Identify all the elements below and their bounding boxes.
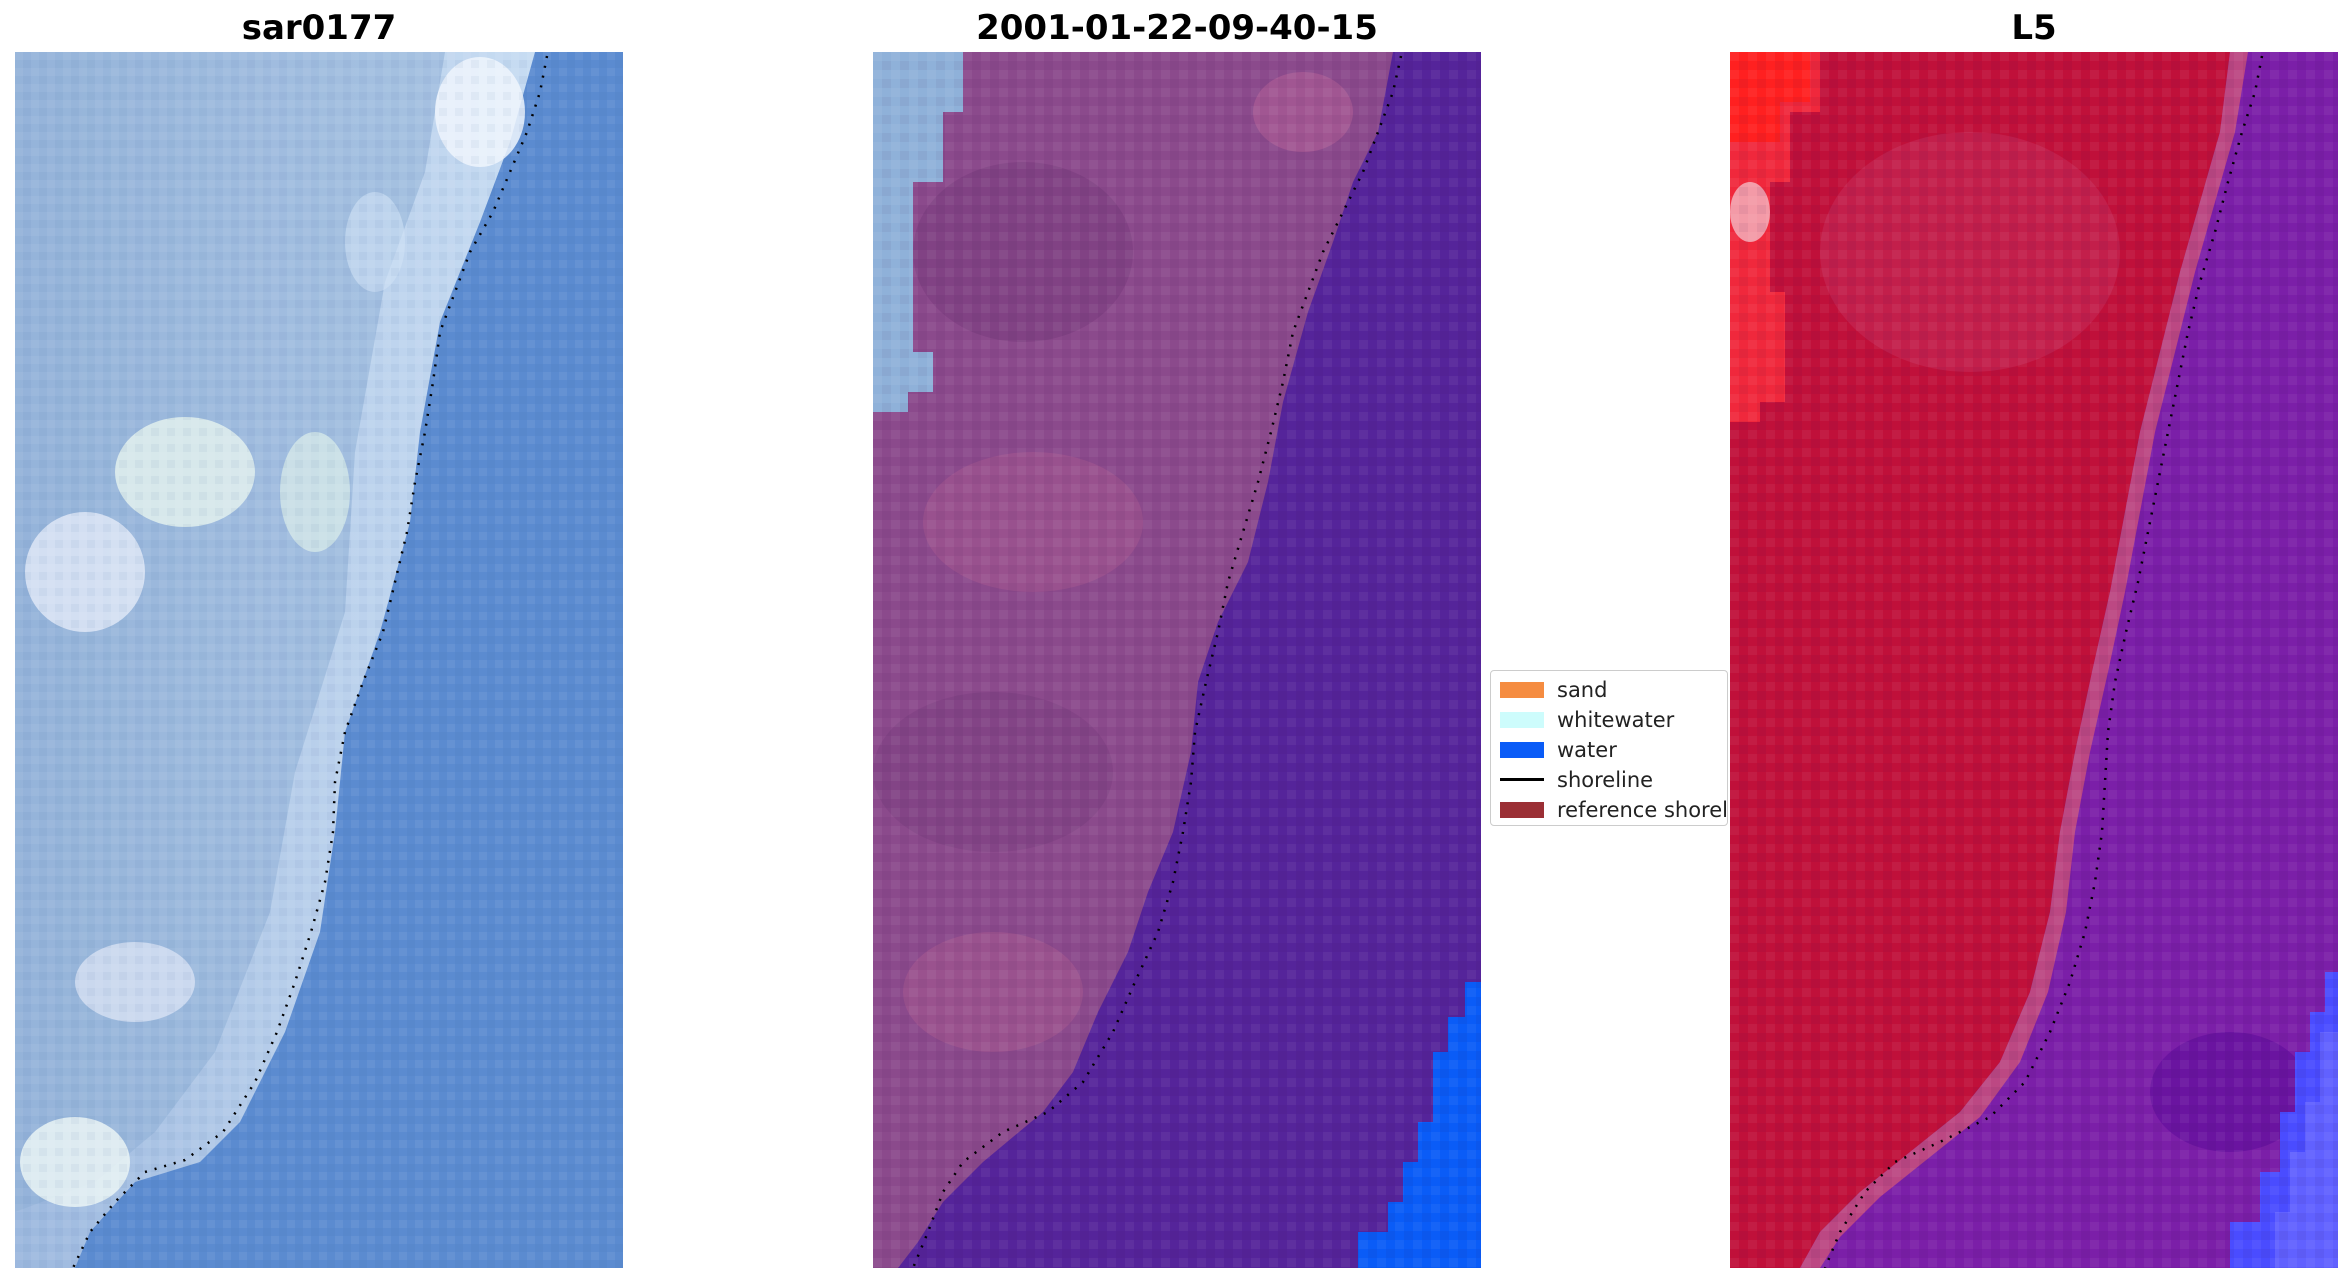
legend-label-shoreline: shoreline xyxy=(1557,768,1654,792)
legend-label-reference-shoreline: reference shoreline xyxy=(1557,798,1728,822)
legend-label-whitewater: whitewater xyxy=(1557,708,1675,732)
classification-panel xyxy=(873,52,1481,1268)
rgb-image xyxy=(15,52,623,1268)
legend-swatch-whitewater xyxy=(1500,712,1544,728)
panel-title-classification: 2001-01-22-09-40-15 xyxy=(976,8,1378,48)
panel-title-ndwi: L5 xyxy=(2011,8,2057,48)
legend-swatch-water xyxy=(1500,742,1544,758)
panel-title-rgb: sar0177 xyxy=(241,8,397,48)
legend-item-whitewater: whitewater xyxy=(1491,703,1727,733)
legend-label-sand: sand xyxy=(1557,678,1608,702)
legend: sand whitewater water shoreline referenc… xyxy=(1490,670,1728,826)
ndwi-panel xyxy=(1730,52,2338,1268)
legend-line-shoreline xyxy=(1500,778,1544,781)
legend-swatch-reference-shoreline xyxy=(1500,802,1544,818)
rgb-image-panel xyxy=(15,52,623,1268)
ndwi-image xyxy=(1730,52,2338,1268)
classification-image xyxy=(873,52,1481,1268)
legend-swatch-sand xyxy=(1500,682,1544,698)
legend-item-sand: sand xyxy=(1491,673,1727,703)
legend-item-shoreline: shoreline xyxy=(1491,763,1727,793)
legend-item-water: water xyxy=(1491,733,1727,763)
legend-label-water: water xyxy=(1557,738,1617,762)
legend-item-reference-shoreline: reference shoreline xyxy=(1491,793,1728,823)
